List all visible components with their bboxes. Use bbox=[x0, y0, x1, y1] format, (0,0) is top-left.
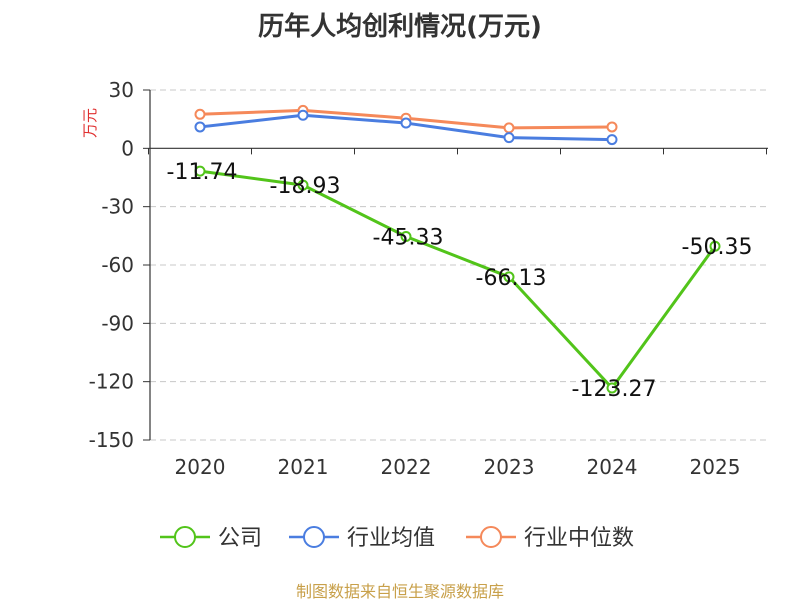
x-tick-label: 2024 bbox=[587, 455, 638, 479]
legend-swatch-marker bbox=[303, 526, 325, 548]
series-1-point bbox=[400, 117, 412, 129]
chart-title: 历年人均创利情况(万元) bbox=[258, 12, 542, 42]
series-0-point bbox=[503, 271, 515, 283]
series-0-line bbox=[199, 169, 717, 390]
y-tick-label: 30 bbox=[109, 78, 134, 102]
series-0-point bbox=[400, 230, 412, 242]
series-0-point bbox=[297, 179, 309, 191]
x-tick-labels: 2020 2021 2022 2023 2024 2025 bbox=[175, 455, 741, 479]
y-tick-label: -120 bbox=[89, 370, 134, 394]
series-lines bbox=[194, 104, 721, 394]
data-label: -18.93 bbox=[270, 174, 341, 199]
series-1-point bbox=[297, 109, 309, 121]
source-note: 制图数据来自恒生聚源数据库 bbox=[295, 582, 504, 601]
y-tick-labels: 30 0 -30 -60 -90 -120 -150 bbox=[89, 78, 134, 452]
x-tick-label: 2023 bbox=[484, 455, 535, 479]
legend-label: 行业均值 bbox=[347, 526, 435, 551]
y-axis-label: 万元 bbox=[81, 108, 99, 138]
x-tick-label: 2020 bbox=[175, 455, 226, 479]
series-1-point bbox=[606, 134, 618, 146]
y-tick-label: -90 bbox=[101, 311, 134, 335]
data-label: -45.33 bbox=[373, 225, 444, 250]
series-0-point bbox=[709, 240, 721, 252]
data-label: -50.35 bbox=[682, 235, 753, 260]
y-tick-label: -60 bbox=[101, 253, 134, 277]
data-label: -66.13 bbox=[476, 266, 547, 291]
legend-label: 公司 bbox=[218, 526, 262, 551]
legend-label: 行业中位数 bbox=[524, 526, 634, 551]
data-labels: -11.74 -18.93 -45.33 -66.13 -123.27 -50.35 bbox=[167, 160, 753, 402]
legend-item: 行业均值 bbox=[289, 526, 435, 551]
legend-item: 公司 bbox=[160, 526, 262, 551]
grid-lines bbox=[150, 89, 768, 441]
series-2-point bbox=[194, 108, 206, 120]
legend-swatch-marker bbox=[174, 526, 196, 548]
x-tick-label: 2021 bbox=[278, 455, 329, 479]
y-tick-label: 0 bbox=[121, 136, 134, 160]
legend-swatch-marker bbox=[480, 526, 502, 548]
y-tick-label: -150 bbox=[89, 428, 134, 452]
series-1-point bbox=[194, 121, 206, 133]
series-2-point bbox=[606, 121, 618, 133]
x-tick-label: 2022 bbox=[381, 455, 432, 479]
legend: 公司 行业均值 行业中位数 bbox=[160, 526, 634, 551]
axes bbox=[143, 89, 768, 441]
data-label: -123.27 bbox=[572, 377, 657, 402]
series-0-point bbox=[194, 165, 206, 177]
series-0-point bbox=[606, 382, 618, 394]
x-tick-label: 2025 bbox=[690, 455, 741, 479]
y-tick-label: -30 bbox=[101, 195, 134, 219]
series-1-point bbox=[503, 132, 515, 144]
legend-item: 行业中位数 bbox=[466, 526, 634, 551]
series-2-point bbox=[503, 122, 515, 134]
data-label: -11.74 bbox=[167, 160, 238, 185]
